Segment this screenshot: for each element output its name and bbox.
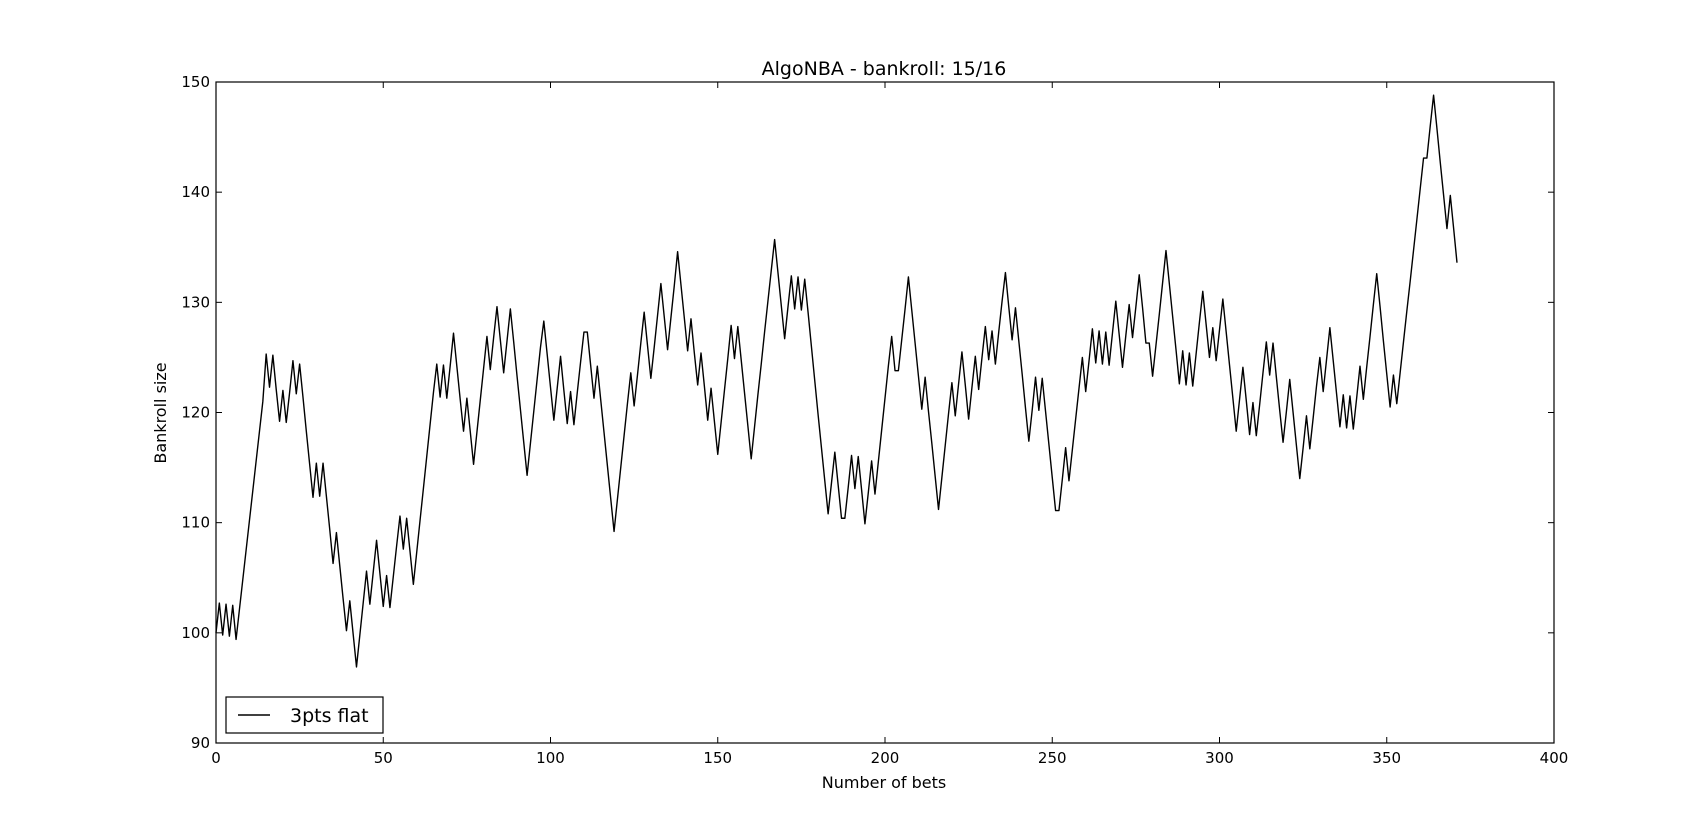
- y-tick-labels: 90 100 110 120 130 140 150: [181, 73, 210, 752]
- plot-area: [216, 82, 1554, 743]
- y-tick-label: 150: [181, 73, 210, 91]
- y-tick-label: 140: [181, 183, 210, 201]
- x-tick-label: 250: [1038, 749, 1067, 767]
- y-tick-label: 100: [181, 624, 210, 642]
- y-tick-label: 90: [191, 734, 210, 752]
- x-tick-label: 0: [211, 749, 221, 767]
- x-tick-label: 100: [536, 749, 565, 767]
- y-tick-label: 130: [181, 293, 210, 311]
- x-tick-label: 400: [1540, 749, 1569, 767]
- plot-frame: [215, 81, 1555, 744]
- x-tick-label: 350: [1372, 749, 1401, 767]
- y-tick-label: 110: [181, 514, 210, 532]
- y-tick-label: 120: [181, 404, 210, 422]
- legend-label-3pts-flat: 3pts flat: [290, 705, 369, 727]
- x-tick-label: 50: [374, 749, 393, 767]
- x-tick-label: 300: [1205, 749, 1234, 767]
- x-tick-label: 150: [703, 749, 732, 767]
- chart-title: AlgoNBA - bankroll: 15/16: [762, 58, 1007, 80]
- series-line-3pts-flat: [215, 94, 1458, 668]
- y-axis-label: Bankroll size: [151, 362, 170, 463]
- x-tick-label: 200: [871, 749, 900, 767]
- legend: 3pts flat: [225, 696, 384, 734]
- x-axis-label: Number of bets: [822, 773, 946, 792]
- x-tick-labels: 0 50 100 150 200 250 300 350 400: [211, 749, 1568, 767]
